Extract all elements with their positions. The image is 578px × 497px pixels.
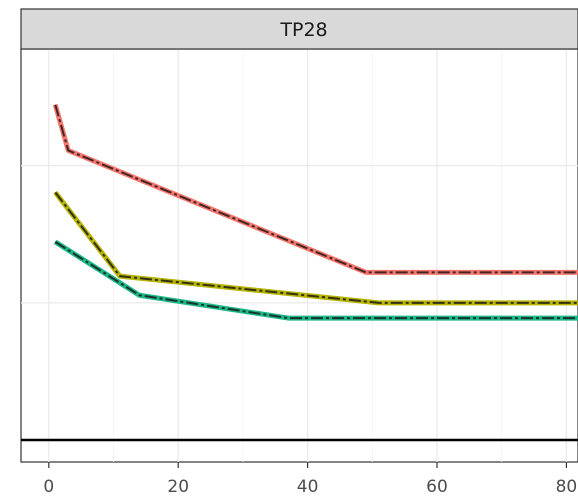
x-tick-label: 80	[556, 477, 578, 497]
x-tick-label: 60	[426, 477, 448, 497]
series-line-dash	[54, 241, 578, 320]
facet-strip	[20, 8, 578, 50]
x-tick-label: 0	[43, 477, 54, 497]
facet-label: TP28	[279, 19, 327, 41]
x-tick-label: 40	[297, 477, 319, 497]
series-group	[52, 104, 578, 321]
series-line-dash	[54, 191, 578, 304]
x-axis: 0 20 40 60 80	[43, 462, 577, 497]
x-tick-label: 20	[167, 477, 189, 497]
series-line-dash	[54, 104, 578, 274]
